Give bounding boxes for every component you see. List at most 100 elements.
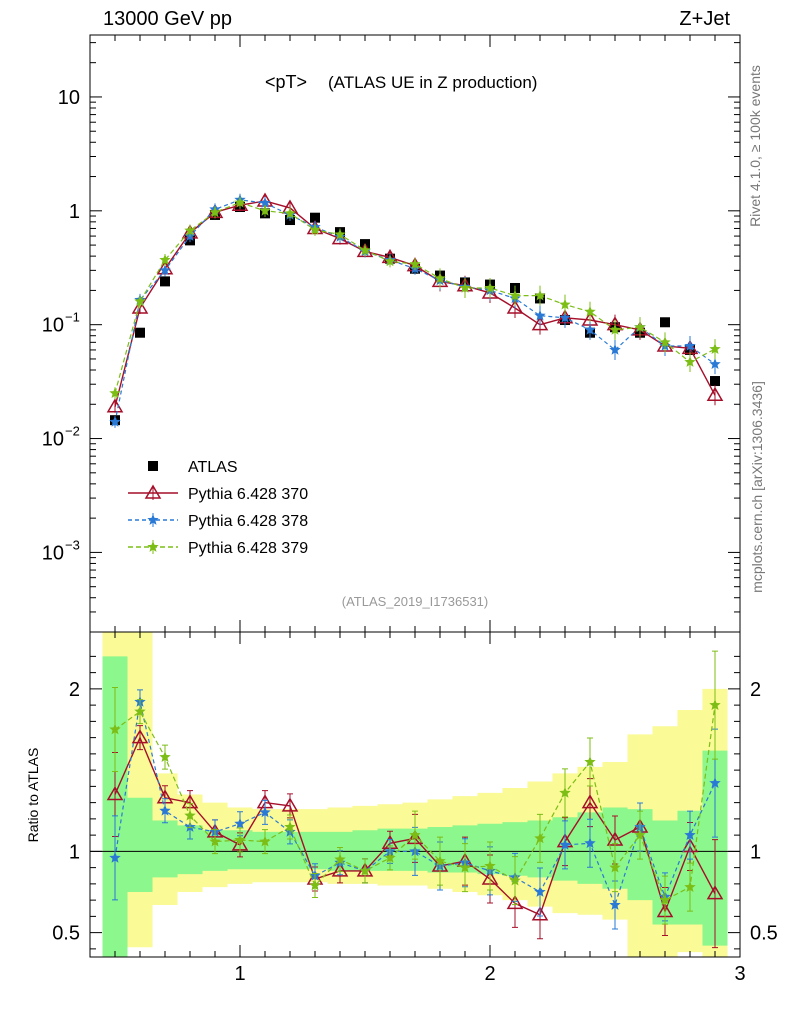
- point-p379: [284, 207, 296, 219]
- legend-item-p370: Pythia 6.428 370: [128, 484, 308, 503]
- ratio-point-p379: [659, 894, 671, 905]
- point-p378: [609, 343, 621, 355]
- point-p370: [506, 299, 524, 314]
- ratio-point-p370: [531, 906, 549, 921]
- legend-label-p370: Pythia 6.428 370: [188, 486, 308, 503]
- ratio-point-p379: [509, 874, 521, 886]
- ratio-y-tick-label-right: 1: [750, 841, 761, 863]
- legend-marker-p378: [147, 514, 159, 525]
- point-p379: [609, 323, 621, 335]
- ratio-y-tick-label-right: 0.5: [750, 923, 778, 945]
- ratio-point-p378: [534, 886, 546, 897]
- y-tick-exponent: −1: [65, 310, 80, 325]
- y-tick-label: 10: [42, 429, 64, 451]
- ratio-point-p379: [359, 864, 371, 876]
- uncertainty-band-inner: [152, 820, 178, 878]
- point-p379: [584, 305, 596, 317]
- legend-label-p379: Pythia 6.428 379: [188, 540, 308, 557]
- x-tick-label: 3: [734, 963, 745, 985]
- series-p379: [109, 196, 721, 400]
- legend-marker-atlas: [148, 461, 158, 471]
- legend-label-p378: Pythia 6.428 378: [188, 513, 308, 530]
- ratio-ylabel: Ratio to ATLAS: [25, 748, 41, 843]
- ratio-point-p379: [234, 834, 246, 845]
- ratio-point-p370: [331, 862, 349, 877]
- point-p379: [634, 321, 646, 333]
- ratio-y-tick-label-right: 2: [750, 679, 761, 701]
- point-p370: [331, 230, 349, 245]
- ratio-point-p379: [134, 705, 146, 717]
- point-atlas: [310, 212, 320, 223]
- ratio-point-p370: [106, 786, 124, 801]
- ratio-point-p379: [384, 851, 396, 863]
- ratio-point-p379: [709, 699, 721, 710]
- y-tick-label: 10: [42, 542, 64, 564]
- energy-label: 13000 GeV pp: [103, 8, 232, 30]
- point-p379: [234, 196, 246, 208]
- point-p379: [709, 343, 721, 354]
- series-line-p370: [114, 200, 716, 407]
- point-p379: [434, 272, 446, 284]
- point-p370: [706, 386, 724, 402]
- ratio-point-p379: [684, 881, 696, 892]
- uncertainty-band-inner: [127, 797, 153, 892]
- legend: ATLAS Pythia 6.428 370 Pythia 6.428 378 Pyt…: [128, 459, 308, 557]
- legend-item-p379: Pythia 6.428 379: [128, 540, 308, 557]
- ratio-point-p379: [209, 835, 221, 847]
- x-tick-label: 2: [484, 963, 495, 985]
- chart-title: <pT> (ATLAS UE in Z production): [265, 72, 537, 92]
- ratio-y-tick-label: 2: [69, 679, 80, 701]
- ratio-panel: 2 2 1 1 0.5 0.5 1 2 3 Ratio to ATLAS: [25, 631, 778, 985]
- ratio-y-tick-label: 0.5: [52, 923, 80, 945]
- ratio-point-p379: [334, 853, 346, 865]
- ratio-point-p379: [409, 829, 421, 840]
- ratio-point-p379: [584, 756, 596, 767]
- ratio-point-p378: [234, 817, 246, 829]
- ratio-y-tick-label: 1: [69, 841, 80, 863]
- point-p379: [684, 356, 696, 367]
- y-tick-label: 1: [69, 201, 80, 223]
- ratio-point-p378: [609, 899, 621, 910]
- legend-item-p378: Pythia 6.428 378: [128, 513, 308, 530]
- legend-label-atlas: ATLAS: [188, 459, 238, 476]
- subtitle-text: (ATLAS UE in Z production): [328, 73, 537, 92]
- point-p379: [359, 244, 371, 256]
- ratio-point-p370: [581, 794, 599, 809]
- ratio-point-p379: [559, 786, 571, 798]
- point-p379: [184, 224, 196, 236]
- ratio-point-p378: [159, 804, 171, 816]
- ratio-point-p370: [281, 797, 299, 812]
- point-p378: [534, 309, 546, 321]
- y-tick-exponent: −2: [65, 424, 80, 439]
- ratio-series-p379: [109, 650, 721, 925]
- point-atlas: [135, 327, 145, 338]
- point-p379: [109, 387, 121, 399]
- series-line-p379: [114, 201, 716, 394]
- point-p379: [134, 295, 146, 307]
- point-p379: [159, 254, 171, 265]
- ratio-point-p379: [459, 861, 471, 873]
- ratio-point-p378: [109, 851, 121, 863]
- ratio-point-p370: [506, 894, 524, 910]
- point-p379: [659, 336, 671, 348]
- point-p379: [534, 289, 546, 301]
- ratio-point-p379: [159, 751, 171, 762]
- x-tick-label: 1: [234, 963, 245, 985]
- analysis-id: (ATLAS_2019_I1736531): [342, 594, 488, 609]
- point-p370: [531, 316, 549, 331]
- point-p379: [384, 255, 396, 267]
- point-p379: [559, 298, 571, 310]
- point-p378: [109, 415, 121, 427]
- ratio-point-p379: [184, 809, 196, 821]
- point-p378: [259, 197, 271, 208]
- process-label: Z+Jet: [679, 8, 730, 30]
- series-p378: [109, 193, 721, 428]
- ratio-point-p379: [434, 855, 446, 866]
- ratio-point-p379: [534, 832, 546, 844]
- title-text: <pT>: [265, 72, 307, 92]
- ratio-point-p379: [484, 860, 496, 871]
- series-line-p378: [114, 199, 716, 423]
- ratio-point-p379: [109, 723, 121, 735]
- ratio-point-p378: [684, 829, 696, 840]
